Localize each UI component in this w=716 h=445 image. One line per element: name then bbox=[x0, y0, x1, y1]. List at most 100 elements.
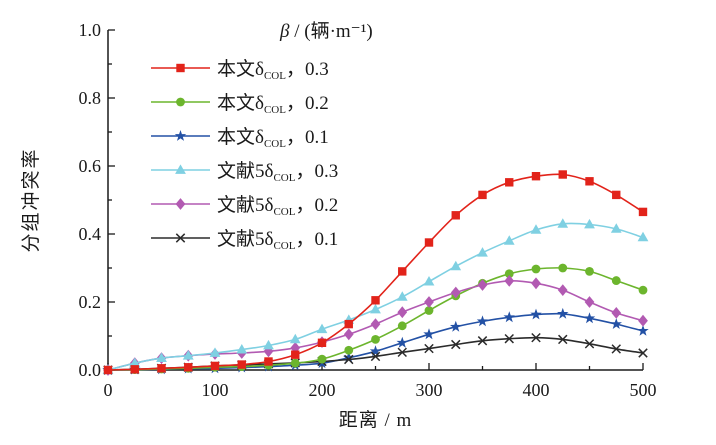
square-marker bbox=[505, 178, 514, 187]
legend-entry: 文献5δCOL，0.3 bbox=[151, 153, 338, 187]
legend-entry-label: 文献5δCOL，0.2 bbox=[217, 195, 339, 218]
x-marker bbox=[451, 339, 461, 350]
star-marker bbox=[450, 320, 462, 332]
triangle-marker bbox=[156, 352, 167, 362]
legend-entry: 本文δCOL，0.3 bbox=[151, 51, 338, 85]
triangle-marker bbox=[236, 344, 248, 354]
triangle-marker bbox=[209, 347, 221, 357]
diamond-marker bbox=[477, 279, 488, 291]
y-tick-label: 1.0 bbox=[79, 20, 102, 40]
square-marker bbox=[237, 360, 246, 369]
series-4 bbox=[103, 275, 648, 376]
diamond-marker bbox=[611, 307, 622, 319]
x-marker bbox=[638, 348, 648, 358]
circle-marker bbox=[585, 267, 594, 276]
square-marker bbox=[157, 364, 166, 373]
star-marker bbox=[610, 318, 622, 329]
legend-entry: 文献5δCOL，0.2 bbox=[151, 187, 338, 221]
triangle-marker bbox=[289, 333, 301, 344]
square-marker bbox=[424, 238, 434, 247]
diamond-marker bbox=[504, 275, 515, 287]
y-tick-label: 0.0 bbox=[79, 360, 102, 380]
x-marker bbox=[611, 344, 621, 354]
diamond-marker bbox=[557, 284, 568, 296]
legend-entry-label: 本文δCOL，0.1 bbox=[217, 127, 329, 150]
triangle-marker bbox=[423, 276, 435, 286]
square-marker bbox=[184, 363, 193, 372]
diamond-marker bbox=[424, 296, 434, 308]
circle-marker bbox=[504, 269, 514, 279]
x-marker bbox=[504, 333, 514, 344]
triangle-marker bbox=[370, 303, 381, 314]
x-tick-label: 400 bbox=[523, 380, 550, 400]
square-marker bbox=[531, 172, 541, 181]
x-marker bbox=[344, 354, 354, 365]
x-tick-label: 0 bbox=[104, 380, 113, 400]
diamond-marker bbox=[343, 328, 354, 341]
legend-title-units: / (辆·m⁻¹) bbox=[289, 21, 373, 42]
legend-marker bbox=[151, 130, 210, 141]
triangle-marker bbox=[530, 224, 542, 234]
square-marker bbox=[451, 211, 460, 220]
legend-entry-label: 文献5δCOL，0.1 bbox=[217, 229, 339, 252]
circle-marker bbox=[531, 264, 541, 274]
triangle-marker bbox=[263, 339, 274, 350]
circle-marker bbox=[176, 97, 185, 107]
triangle-marker bbox=[503, 235, 515, 245]
legend-entry-label: 文献5δCOL，0.3 bbox=[217, 161, 339, 184]
diamond-marker bbox=[584, 296, 595, 308]
y-tick-label: 0.8 bbox=[79, 88, 102, 108]
legend-marker bbox=[151, 233, 210, 243]
diamond-marker bbox=[263, 345, 274, 358]
square-marker bbox=[130, 365, 139, 374]
square-marker bbox=[317, 338, 327, 347]
diamond-marker bbox=[450, 286, 461, 299]
x-marker bbox=[175, 233, 186, 243]
x-marker bbox=[584, 339, 595, 349]
circle-marker bbox=[424, 306, 434, 315]
legend-marker bbox=[151, 97, 210, 107]
square-marker bbox=[371, 296, 380, 305]
square-marker bbox=[585, 177, 594, 186]
circle-marker bbox=[317, 354, 327, 364]
circle-marker bbox=[371, 335, 380, 344]
triangle-marker bbox=[557, 218, 569, 228]
y-tick-label: 0.6 bbox=[79, 156, 102, 176]
diamond-marker bbox=[638, 314, 648, 327]
legend-entry: 本文δCOL，0.1 bbox=[151, 119, 338, 153]
x-tick-label: 300 bbox=[416, 380, 443, 400]
star-marker bbox=[530, 308, 542, 320]
circle-marker bbox=[397, 321, 407, 331]
diamond-marker bbox=[175, 198, 186, 210]
diamond-marker bbox=[397, 306, 408, 319]
star-marker bbox=[476, 315, 489, 327]
y-tick-label: 0.2 bbox=[79, 292, 102, 312]
legend-marker bbox=[151, 198, 210, 210]
circle-marker bbox=[290, 358, 300, 368]
legend-marker bbox=[151, 164, 210, 174]
legend: 本文δCOL，0.3 本文δCOL，0.2 本文δCOL，0.1 文献5δCOL，0.… bbox=[151, 51, 338, 255]
legend-entry: 本文δCOL，0.2 bbox=[151, 85, 338, 119]
triangle-marker bbox=[584, 218, 595, 229]
square-marker bbox=[103, 365, 113, 375]
circle-marker bbox=[344, 345, 354, 355]
star-marker bbox=[637, 324, 649, 336]
x-marker bbox=[370, 351, 381, 362]
x-tick-label: 200 bbox=[309, 380, 336, 400]
square-marker bbox=[558, 170, 567, 179]
triangle-marker bbox=[396, 291, 408, 301]
star-marker bbox=[503, 311, 515, 323]
triangle-marker bbox=[477, 247, 488, 257]
star-marker bbox=[583, 312, 596, 324]
x-marker bbox=[477, 336, 488, 346]
square-marker bbox=[264, 357, 273, 366]
x-marker bbox=[397, 347, 407, 358]
triangle-marker bbox=[610, 223, 622, 233]
square-marker bbox=[291, 350, 300, 359]
star-marker bbox=[174, 130, 187, 141]
legend-entry-label: 本文δCOL，0.3 bbox=[217, 59, 329, 82]
legend-entry-label: 本文δCOL，0.2 bbox=[217, 93, 329, 116]
square-marker bbox=[612, 190, 621, 200]
